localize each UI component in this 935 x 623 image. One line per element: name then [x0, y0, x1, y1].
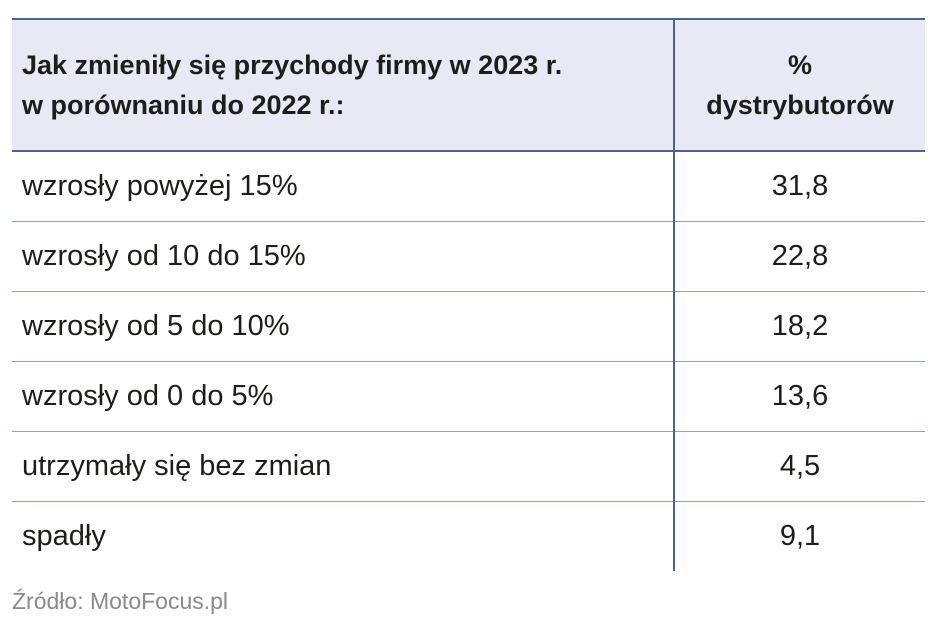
row-value: 18,2 — [673, 291, 925, 362]
row-value: 4,5 — [673, 431, 925, 502]
percent-column-header: % dystrybutorów — [673, 18, 925, 152]
table-row: wzrosły powyżej 15% 31,8 — [12, 151, 925, 222]
row-label: wzrosły od 0 do 5% — [12, 361, 674, 432]
row-label: spadły — [22, 520, 106, 552]
table-row: wzrosły od 5 do 10% 18,2 — [12, 291, 925, 362]
table-row: spadły 9,1 — [12, 501, 925, 571]
table-header: Jak zmieniły się przychody firmy w 2023 … — [12, 18, 925, 152]
row-value: 9,1 — [673, 501, 925, 571]
row-label: wzrosły powyżej 15% — [12, 151, 674, 222]
table-row: wzrosły od 10 do 15% 22,8 — [12, 221, 925, 292]
table-row: utrzymały się bez zmian 4,5 — [12, 431, 925, 502]
row-label: utrzymały się bez zmian — [12, 431, 674, 502]
source-note: Źródło: MotoFocus.pl — [12, 588, 229, 614]
row-value: 22,8 — [673, 221, 925, 292]
row-label: wzrosły od 10 do 15% — [12, 221, 674, 292]
header-row: Jak zmieniły się przychody firmy w 2023 … — [12, 18, 925, 152]
question-column-header: Jak zmieniły się przychody firmy w 2023 … — [12, 18, 674, 152]
question-header-line-2: w porównaniu do 2022 r.: — [22, 90, 345, 120]
revenue-change-table: Jak zmieniły się przychody firmy w 2023 … — [12, 18, 925, 571]
table-body: wzrosły powyżej 15% 31,8 wzrosły od 10 d… — [12, 151, 925, 571]
row-value: 31,8 — [673, 151, 925, 222]
percent-header-line-1: % — [787, 50, 812, 80]
question-header-line-1: Jak zmieniły się przychody firmy w 2023 … — [22, 50, 563, 80]
revenue-change-table-wrapper: Jak zmieniły się przychody firmy w 2023 … — [12, 18, 925, 571]
percent-header-line-2: dystrybutorów — [706, 90, 894, 120]
row-value: 13,6 — [673, 361, 925, 432]
table-row: wzrosły od 0 do 5% 13,6 — [12, 361, 925, 432]
row-label: wzrosły od 5 do 10% — [12, 291, 674, 362]
